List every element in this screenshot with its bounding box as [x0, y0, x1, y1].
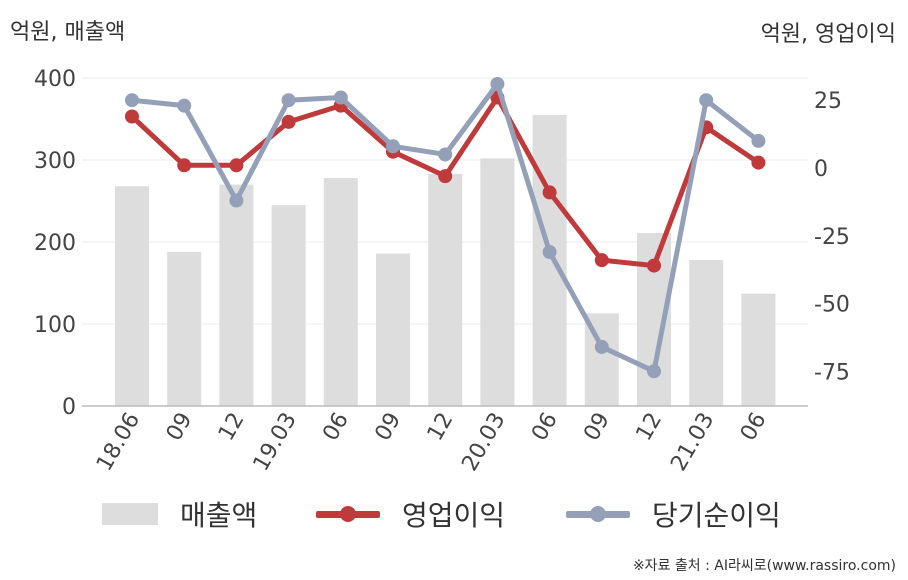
left-axis-tick-label: 200 — [34, 231, 76, 256]
right-axis-unit-label: 억원, 영업이익 — [760, 22, 896, 47]
x-axis-tick-label: 20.03 — [457, 409, 510, 476]
right-axis-tick-label: -75 — [814, 360, 850, 385]
legend-swatch-operating-profit — [316, 503, 380, 525]
x-axis-tick-label: 12 — [423, 409, 459, 446]
point-operating-profit — [125, 109, 139, 124]
point-operating-profit — [177, 158, 192, 173]
x-axis-tick-label: 19.03 — [249, 409, 302, 476]
point-net-income — [333, 90, 348, 105]
x-axis-tick-label: 12 — [632, 409, 668, 446]
left-axis-tick-label: 0 — [62, 395, 76, 420]
point-operating-profit — [594, 253, 609, 268]
legend-item-net-income: 당기순이익 — [566, 492, 781, 536]
bar-sales — [271, 205, 306, 406]
x-axis-tick-label: 12 — [214, 409, 250, 446]
legend-swatch-net-income — [566, 503, 630, 525]
point-operating-profit — [647, 258, 661, 273]
point-net-income — [281, 93, 296, 108]
bar-sales — [167, 251, 202, 406]
bar-sales — [428, 173, 463, 406]
point-net-income — [177, 98, 192, 113]
point-net-income — [386, 139, 400, 154]
left-axis-tick-label: 100 — [34, 313, 76, 338]
x-axis-tick-label: 21.03 — [666, 409, 719, 476]
bar-sales — [480, 158, 515, 406]
chart-legend: 매출액 영업이익 당기순이익 — [0, 492, 908, 536]
bar-sales — [376, 253, 410, 406]
bar-sales — [219, 184, 254, 406]
x-axis-tick-label: 06 — [318, 409, 354, 446]
legend-label-net-income: 당기순이익 — [652, 499, 781, 532]
bar-sales — [741, 293, 776, 406]
point-operating-profit — [281, 114, 296, 129]
data-source-note: ※자료 출처 : AI라씨로(www.rassiro.com) — [632, 558, 896, 574]
bar-sales — [115, 186, 149, 406]
point-operating-profit — [438, 169, 453, 184]
right-axis-tick-label: 25 — [814, 89, 842, 114]
x-axis-tick-label: 06 — [527, 409, 563, 446]
point-net-income — [229, 193, 244, 208]
legend-swatch-sales — [102, 503, 158, 525]
point-net-income — [125, 93, 139, 108]
bar-sales — [323, 178, 358, 406]
legend-item-sales: 매출액 — [102, 492, 257, 536]
x-axis-tick-label: 09 — [579, 409, 615, 446]
point-operating-profit — [229, 158, 244, 173]
x-axis-tick-label: 09 — [371, 409, 407, 446]
point-net-income — [490, 76, 505, 91]
left-axis-tick-label: 400 — [34, 67, 76, 92]
left-axis-unit-label: 억원, 매출액 — [10, 20, 126, 45]
x-axis-tick-label: 06 — [736, 409, 772, 446]
point-net-income — [699, 93, 714, 108]
bar-sales — [689, 260, 724, 406]
point-net-income — [438, 147, 453, 162]
point-net-income — [647, 364, 661, 379]
legend-item-operating-profit: 영업이익 — [316, 492, 505, 536]
point-net-income — [594, 339, 609, 354]
point-net-income — [751, 133, 766, 148]
x-axis-tick-label: 09 — [162, 409, 198, 446]
bar-sales — [532, 114, 567, 407]
legend-label-sales: 매출액 — [180, 499, 258, 532]
point-operating-profit — [751, 155, 766, 170]
legend-label-operating-profit: 영업이익 — [402, 499, 506, 532]
point-net-income — [542, 245, 557, 260]
right-axis-tick-label: -25 — [814, 225, 850, 250]
x-axis-tick-label: 18.06 — [92, 409, 145, 476]
right-axis-tick-label: 0 — [814, 157, 828, 182]
right-axis-tick-label: -50 — [814, 293, 850, 318]
point-operating-profit — [542, 185, 557, 200]
left-axis-tick-label: 300 — [34, 149, 76, 174]
